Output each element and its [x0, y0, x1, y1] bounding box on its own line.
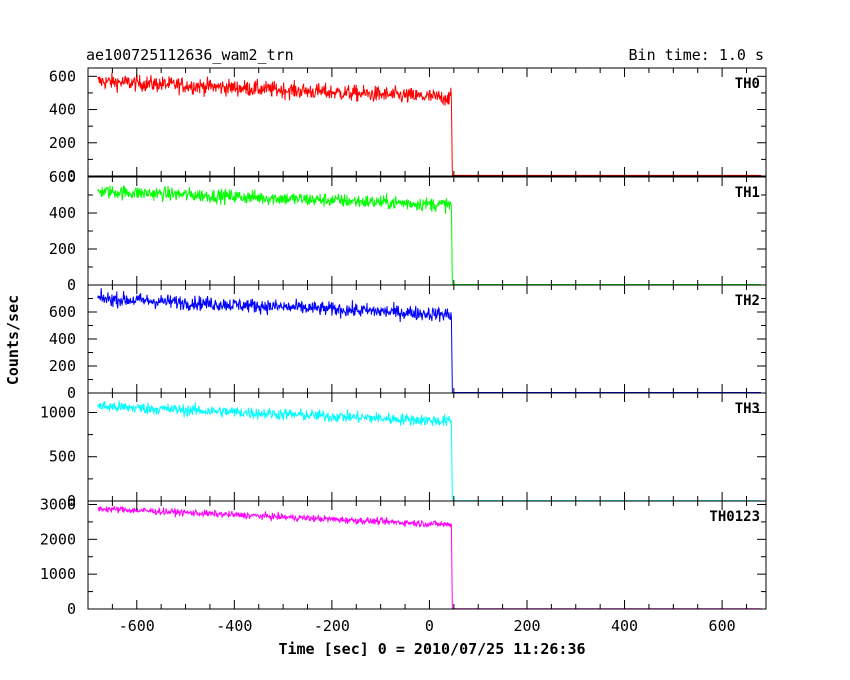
- x-tick-label: 600: [709, 617, 736, 635]
- y-tick-label: 600: [49, 303, 76, 321]
- x-tick-label: 0: [425, 617, 434, 635]
- panel-th1: 0 200 400 600 TH1: [49, 168, 767, 294]
- panel-label-th1: TH1: [735, 185, 760, 201]
- y-tick-label: 200: [49, 357, 76, 375]
- panel-th3: 0 500 1000 TH3: [40, 392, 767, 510]
- x-tick-label: 400: [611, 617, 638, 635]
- series-line-th0: [97, 72, 762, 176]
- y-tick-label: 200: [49, 240, 76, 258]
- y-tick-label: 400: [49, 330, 76, 348]
- panel-frame: [87, 392, 767, 502]
- series-line-th2: [97, 288, 762, 393]
- series-line-th3: [97, 400, 762, 501]
- y-tick-label: 2000: [40, 530, 76, 548]
- y-tick-label: 1000: [40, 565, 76, 583]
- y-tick-label: 0: [67, 276, 76, 294]
- y-tick-label: 200: [49, 134, 76, 152]
- y-tick-label: 400: [49, 101, 76, 119]
- bin-time-label: Bin time: 1.0 s: [629, 46, 764, 64]
- x-tick-label: -400: [216, 617, 252, 635]
- chart-title: ae100725112636_wam2_trn: [86, 46, 294, 64]
- y-tick-label: 600: [49, 67, 76, 85]
- panel-frame: [87, 500, 767, 610]
- panel-label-th0123: TH0123: [709, 509, 760, 525]
- panel-frame: [87, 67, 767, 177]
- y-tick-label: 0: [67, 384, 76, 402]
- y-tick-label: 400: [49, 204, 76, 222]
- y-tick-label: 1000: [40, 403, 76, 421]
- y-tick-label: 600: [49, 168, 76, 186]
- panel-label-th0: TH0: [735, 76, 760, 92]
- panel-th2: 0 200 400 600 TH2: [49, 284, 767, 402]
- y-tick-label: 3000: [40, 495, 76, 513]
- x-tick-label: -200: [314, 617, 350, 635]
- panel-th0: 0 200 400 600 TH0: [49, 67, 767, 185]
- y-tick-label: 500: [49, 448, 76, 466]
- panel-label-th3: TH3: [735, 401, 760, 417]
- y-tick-label: 0: [67, 167, 76, 185]
- panel-label-th2: TH2: [735, 293, 760, 309]
- series-line-th0123: [97, 505, 762, 609]
- x-axis-label: Time [sec] 0 = 2010/07/25 11:26:36: [278, 640, 585, 658]
- panel-frame: [87, 284, 767, 394]
- y-tick-label: 0: [67, 492, 76, 510]
- x-tick-label: -600: [119, 617, 155, 635]
- x-tick-label: 200: [513, 617, 540, 635]
- series-line-th1: [97, 185, 762, 285]
- y-axis-label: Counts/sec: [4, 295, 22, 385]
- panel-th0123: 0 1000 2000 3000 TH0123: [40, 495, 767, 618]
- y-tick-label: 0: [67, 600, 76, 618]
